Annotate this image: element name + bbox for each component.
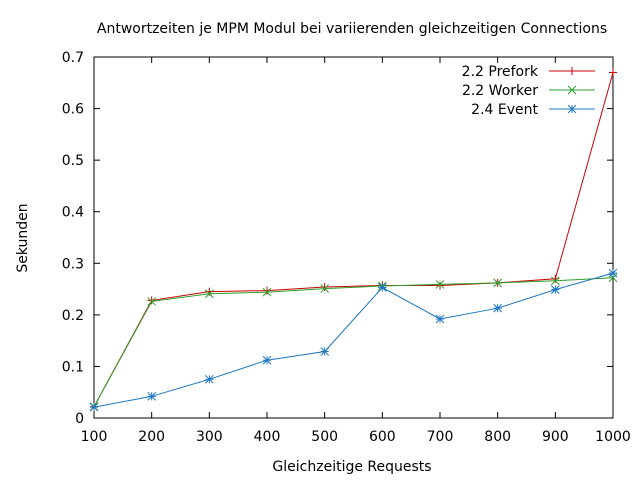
data-point xyxy=(550,276,560,286)
legend-marker xyxy=(567,85,577,95)
data-point xyxy=(608,268,618,278)
data-point xyxy=(493,278,503,288)
data-point xyxy=(147,297,157,306)
legend-label: 2.4 Event xyxy=(471,102,538,118)
y-tick-label: 0.3 xyxy=(62,256,84,272)
y-tick-label: 0.4 xyxy=(62,205,84,221)
data-point xyxy=(262,287,272,297)
y-tick-label: 0.6 xyxy=(62,102,84,118)
x-tick-label: 400 xyxy=(254,429,281,445)
x-tick-label: 100 xyxy=(81,429,108,445)
y-axis-label: Sekunden xyxy=(15,203,31,272)
plot-frame xyxy=(93,56,614,419)
data-point xyxy=(550,285,560,294)
data-point xyxy=(89,402,99,412)
data-point xyxy=(262,355,272,365)
y-tick-label: 0.5 xyxy=(62,153,84,169)
series-line-1 xyxy=(93,72,614,407)
y-tick-label: 0 xyxy=(75,411,84,427)
data-point xyxy=(147,296,156,305)
data-point xyxy=(320,284,330,293)
data-point xyxy=(609,68,617,77)
legend-label: 2.2 Prefork xyxy=(462,64,539,80)
x-tick-label: 900 xyxy=(542,429,569,445)
x-tick-label: 1000 xyxy=(595,429,631,445)
y-tick-label: 0.7 xyxy=(62,50,84,66)
plot-area: 100 200 300 400 500 600 700 800 900 1000 0 0.1 0.2 0.… xyxy=(62,50,631,445)
data-point xyxy=(435,280,445,289)
data-point xyxy=(436,281,444,290)
y-tick-label: 0.2 xyxy=(62,308,84,324)
data-point xyxy=(263,286,271,295)
data-point xyxy=(147,391,157,401)
x-tick-label: 700 xyxy=(427,429,454,445)
data-point xyxy=(320,347,330,356)
data-point xyxy=(493,303,503,313)
series-line-3 xyxy=(93,272,614,408)
x-axis-label: Gleichzeitige Requests xyxy=(272,459,431,475)
chart-title: Antwortzeiten je MPM Modul bei variieren… xyxy=(97,21,607,37)
data-point xyxy=(204,289,214,299)
data-point xyxy=(204,374,214,384)
x-tick-label: 800 xyxy=(484,429,511,445)
x-tick-label: 300 xyxy=(196,429,223,445)
x-tick-label: 500 xyxy=(311,429,338,445)
data-point xyxy=(320,283,329,292)
data-point xyxy=(551,274,560,283)
legend-label: 2.2 Worker xyxy=(462,83,538,99)
data-point xyxy=(435,314,445,324)
data-point xyxy=(377,283,387,292)
legend-marker xyxy=(567,104,577,114)
x-tick-label: 200 xyxy=(138,429,165,445)
series-line-2 xyxy=(93,277,614,407)
legend-marker xyxy=(568,67,576,75)
x-tick-label: 600 xyxy=(369,429,396,445)
y-tick-label: 0.1 xyxy=(62,359,84,375)
